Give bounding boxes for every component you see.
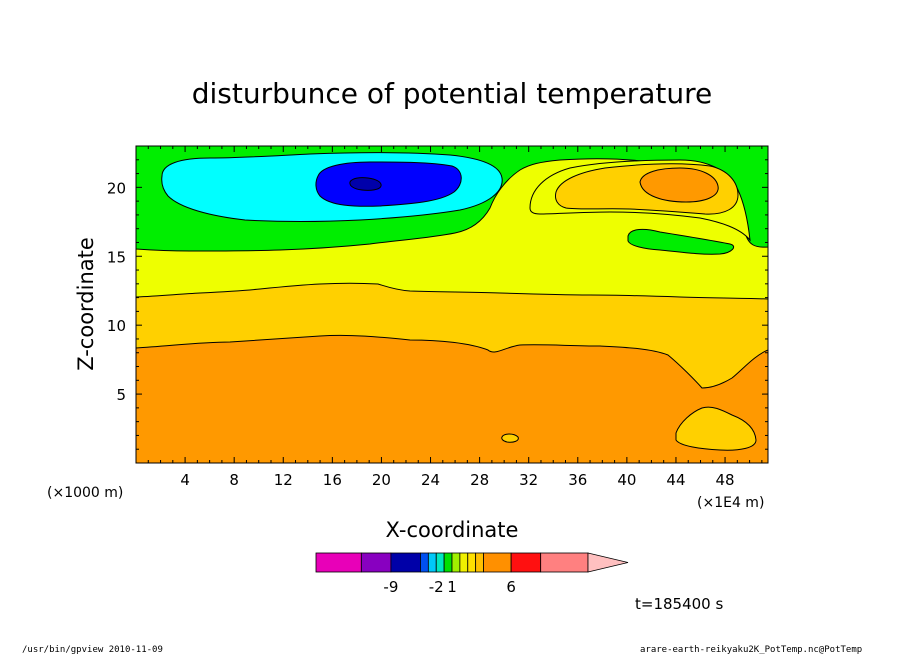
x-tick-label: 44 [666, 471, 685, 489]
colorbar-segment [483, 552, 512, 573]
footer-left: /usr/bin/gpview 2010-11-09 [22, 645, 163, 654]
x-tick-label: 36 [568, 471, 587, 489]
x-tick-label: 16 [323, 471, 342, 489]
x-axis-unit-right: (×1E4 m) [697, 495, 764, 511]
colorbar [315, 552, 629, 573]
y-ticks: 5 10 15 20 [107, 159, 768, 450]
colorbar-segment [420, 552, 429, 573]
colorbar-segment [315, 552, 362, 573]
y-tick-label: 15 [107, 248, 126, 266]
colorbar-segment [540, 552, 589, 573]
colorbar-segment [390, 552, 421, 573]
x-tick-label: 24 [421, 471, 440, 489]
x-tick-label: 48 [716, 471, 735, 489]
colorbar-segment [427, 552, 437, 573]
colorbar-segment [443, 552, 453, 573]
colorbar-segment [467, 552, 477, 573]
x-tick-label: 32 [519, 471, 538, 489]
region-darkblue-core [349, 177, 382, 191]
colorbar-label: -2 [429, 578, 444, 596]
colorbar-label: 1 [447, 578, 457, 596]
y-axis-label: Z-coordinate [74, 237, 98, 371]
region-green-finger [627, 228, 735, 255]
colorbar-overflow-arrow [587, 552, 629, 573]
footer-right: arare-earth-reikyaku2K_PotTemp.nc@PotTem… [640, 645, 862, 654]
time-label: t=185400 s [635, 595, 723, 613]
region-blue-core [315, 161, 462, 207]
colorbar-segment [459, 552, 469, 573]
colorbar-label: 6 [506, 578, 516, 596]
x-axis-unit-left: (×1000 m) [47, 485, 123, 501]
y-tick-label: 20 [107, 179, 126, 197]
colorbar-label: -9 [383, 578, 398, 596]
region-bottom-right-gold [675, 406, 757, 451]
colorbar-segment [510, 552, 542, 573]
colorbar-segment [360, 552, 392, 573]
colorbar-segment [451, 552, 461, 573]
x-ticks: 4 8 12 16 20 24 28 32 36 40 44 48 [147, 146, 763, 489]
region-small-gold-spot [501, 433, 519, 443]
x-tick-label: 4 [180, 471, 190, 489]
region-right-orange-core [639, 167, 719, 203]
colorbar-segment [475, 552, 484, 573]
x-tick-label: 12 [274, 471, 293, 489]
colorbar-labels: -9 -2 1 6 [383, 578, 515, 596]
chart-title: disturbunce of potential temperature [192, 77, 713, 110]
x-tick-label: 20 [372, 471, 391, 489]
x-axis-label: X-coordinate [386, 518, 519, 542]
y-tick-label: 10 [107, 317, 126, 335]
x-tick-label: 40 [617, 471, 636, 489]
y-tick-label: 5 [116, 386, 126, 404]
plot-area [135, 145, 769, 464]
colorbar-segment [435, 552, 445, 573]
x-tick-label: 8 [229, 471, 239, 489]
plot-frame [135, 145, 769, 464]
x-tick-label: 28 [470, 471, 489, 489]
